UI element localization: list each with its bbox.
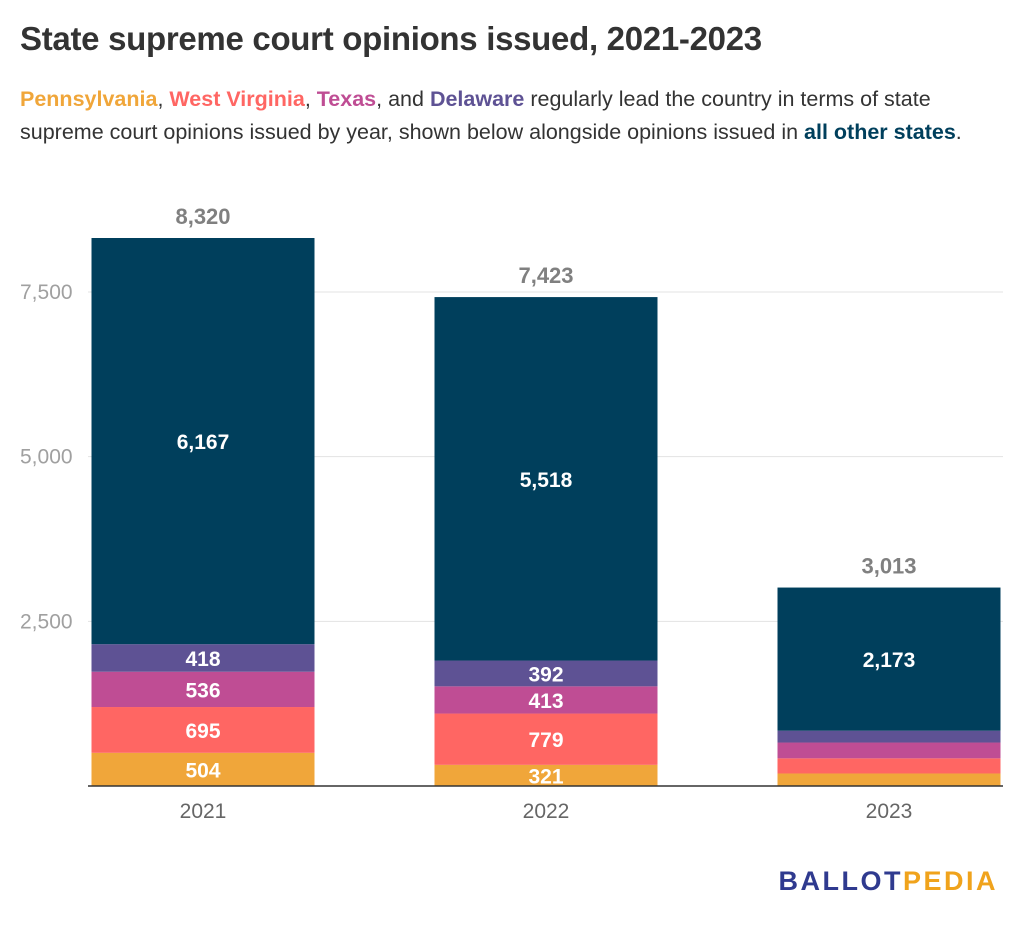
subtitle-segment: . bbox=[955, 120, 962, 144]
logo-text-ballot: BALLOT bbox=[778, 866, 903, 896]
total-label: 3,013 bbox=[861, 554, 916, 579]
x-tick-label: 2023 bbox=[866, 800, 913, 823]
total-label: 7,423 bbox=[518, 263, 573, 288]
bar-segment bbox=[434, 713, 658, 765]
bar-segment bbox=[777, 730, 1001, 743]
total-label: 8,320 bbox=[175, 204, 230, 229]
subtitle-segment: Pennsylvania bbox=[20, 87, 158, 111]
bar-segment bbox=[434, 764, 658, 786]
bar-segment bbox=[434, 297, 658, 661]
subtitle-segment: all other states bbox=[804, 120, 956, 144]
data-label: 695 bbox=[185, 720, 220, 743]
y-tick-label: 7,500 bbox=[20, 281, 73, 304]
bar-segment bbox=[434, 686, 658, 714]
subtitle-segment: regularly lead the country in terms of s… bbox=[20, 87, 931, 144]
ballotpedia-logo: BALLOTPEDIA bbox=[778, 866, 998, 897]
bar-segment bbox=[777, 773, 1001, 786]
data-label: 321 bbox=[528, 765, 563, 788]
y-tick-label: 5,000 bbox=[20, 446, 73, 469]
data-label: 6,167 bbox=[177, 431, 230, 454]
x-tick-label: 2022 bbox=[523, 800, 570, 823]
subtitle-segment: Delaware bbox=[429, 87, 525, 111]
data-label: 5,518 bbox=[520, 469, 573, 492]
data-label: 779 bbox=[528, 729, 563, 752]
data-label: 392 bbox=[528, 663, 563, 686]
bar-segment bbox=[434, 660, 658, 687]
bar-segment bbox=[777, 587, 1001, 731]
data-label: 536 bbox=[185, 679, 220, 702]
data-label: 2,173 bbox=[863, 649, 916, 672]
bar-segment bbox=[91, 644, 315, 672]
x-tick-label: 2021 bbox=[180, 800, 227, 823]
logo-text-pedia: PEDIA bbox=[902, 866, 998, 896]
chart-title: State supreme court opinions issued, 202… bbox=[20, 20, 762, 57]
data-label: 504 bbox=[185, 759, 220, 782]
y-tick-label: 2,500 bbox=[20, 610, 73, 633]
bar-segment bbox=[91, 671, 315, 708]
stacked-bar-chart: 2,500 5,000 7,500 504 695 536 418 6,167 8,320 202… bbox=[20, 204, 1003, 823]
bar-segment bbox=[91, 752, 315, 786]
subtitle-segment: , bbox=[157, 87, 170, 111]
bar-segment bbox=[91, 238, 315, 645]
subtitle-segment: West Virginia bbox=[169, 87, 305, 111]
bar-segment bbox=[777, 758, 1001, 774]
bar-segment bbox=[91, 707, 315, 753]
bar-segment bbox=[777, 742, 1001, 759]
subtitle-segment: Texas bbox=[316, 87, 377, 111]
subtitle-segment: , bbox=[304, 87, 317, 111]
subtitle-segment: , and bbox=[376, 87, 430, 111]
chart-subtitle: Pennsylvania, West Virginia, Texas, and … bbox=[20, 83, 1000, 149]
data-label: 413 bbox=[528, 690, 563, 713]
data-label: 418 bbox=[185, 648, 220, 671]
